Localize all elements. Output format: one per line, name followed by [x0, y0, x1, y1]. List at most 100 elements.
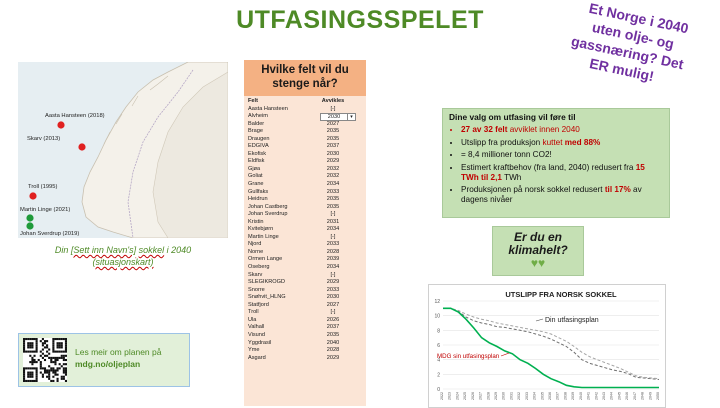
qr-code-icon[interactable]	[23, 338, 67, 382]
x-tick-label: 2023	[448, 392, 452, 400]
x-tick-label: 2031	[509, 392, 513, 400]
x-tick-label: 2047	[633, 392, 637, 400]
field-name: Oseberg	[248, 264, 270, 271]
field-name: Valhall	[248, 324, 265, 331]
qr-line1: Les meir om planen på	[75, 347, 162, 357]
phase-out-select[interactable]: 2033	[326, 286, 340, 293]
field-table: Felt Avvikles Aasta Hansteen [-] Alvheim 20…	[248, 98, 364, 362]
map-marker[interactable]	[29, 192, 37, 200]
table-row: Ekofisk 2030	[248, 151, 364, 159]
phase-out-select[interactable]: 2035	[326, 203, 340, 210]
qr-link[interactable]: mdg.no/oljeplan	[75, 359, 141, 369]
table-row: Heidrun 2035	[248, 196, 364, 204]
x-tick-label: 2032	[517, 392, 521, 400]
chevron-down-icon[interactable]: ▾	[348, 113, 356, 122]
x-tick-label: 2040	[579, 392, 583, 400]
table-row: Ula 2026	[248, 317, 364, 325]
result-text: Utslipp fra produksjon	[461, 137, 543, 147]
phase-out-select[interactable]: 2029	[326, 354, 340, 361]
table-row: Ormen Lange 2039	[248, 256, 364, 264]
phase-out-select[interactable]: 2039	[326, 256, 340, 263]
phase-out-select[interactable]: 2037	[326, 143, 340, 150]
phase-out-select[interactable]: [-]	[330, 309, 336, 316]
field-name: Alvheim	[248, 113, 268, 120]
y-tick-label: 6	[437, 343, 440, 349]
x-tick-label: 2030	[502, 392, 506, 400]
x-tick-label: 2039	[571, 392, 575, 400]
result-text: kuttet	[542, 137, 563, 147]
field-name: Skarv	[248, 271, 263, 278]
phase-out-select[interactable]: 2030	[326, 150, 340, 157]
map-field-label: Troll (1995)	[28, 184, 57, 190]
x-tick-label: 2038	[563, 392, 567, 400]
phase-out-select[interactable]: 2035	[326, 196, 340, 203]
map-marker[interactable]	[78, 143, 86, 151]
phase-out-select[interactable]: 2031	[326, 218, 340, 225]
field-name: Statfjord	[248, 301, 269, 308]
phase-out-select[interactable]: 2028	[326, 248, 340, 255]
x-tick-label: 2025	[463, 392, 467, 400]
field-name: Snøhvit_HLNG	[248, 294, 286, 301]
table-row: Snorre 2033	[248, 287, 364, 295]
phase-out-select[interactable]: 2032	[326, 173, 340, 180]
qr-text: Les meir om planen på mdg.no/oljeplan	[75, 346, 161, 370]
phase-out-select[interactable]: 2029	[326, 279, 340, 286]
result-text: 15 TWh til 2,1	[461, 162, 645, 182]
phase-out-select[interactable]: 2034	[326, 264, 340, 271]
x-tick-label: 2050	[656, 392, 660, 400]
x-tick-label: 2035	[540, 392, 544, 400]
table-row: Kristin 2031	[248, 219, 364, 227]
phase-out-select[interactable]: [-]	[330, 105, 336, 112]
climate-question: Er du en klimahelt?	[508, 230, 568, 257]
phase-out-select[interactable]: [-]	[330, 211, 336, 218]
map-field-label: Martin Linge (2021)	[20, 207, 70, 213]
phase-out-select[interactable]: 2035	[326, 331, 340, 338]
result-text: til 17%	[604, 185, 631, 194]
field-name: Brage	[248, 128, 263, 135]
phase-out-select[interactable]: [-]	[330, 233, 336, 240]
phase-out-select[interactable]: 2040	[326, 339, 340, 346]
field-name: Johan Castberg	[248, 203, 288, 210]
phase-out-select[interactable]: 2027	[326, 301, 340, 308]
field-name: Yggdrasil	[248, 339, 272, 346]
phase-out-select[interactable]: 2035	[326, 135, 340, 142]
x-tick-label: 2027	[479, 392, 483, 400]
phase-out-select[interactable]: 2033	[326, 188, 340, 195]
caption-suffix: i 2040	[164, 245, 192, 255]
phase-out-select[interactable]: 2029	[326, 158, 340, 165]
map-marker[interactable]	[57, 121, 65, 129]
phase-out-select[interactable]: 2037	[326, 324, 340, 331]
phase-out-select[interactable]: 2028	[326, 347, 340, 354]
x-tick-label: 2042	[594, 392, 598, 400]
table-row: Johan Sverdrup [-]	[248, 211, 364, 219]
phase-out-select[interactable]: 2030	[326, 294, 340, 301]
field-name: Njord	[248, 241, 262, 248]
phase-out-select[interactable]: 2026	[326, 316, 340, 323]
phase-out-select[interactable]: 2034	[326, 181, 340, 188]
situation-map[interactable]: Aasta Hansteen (2018) Skarv (2013) Troll…	[18, 62, 228, 238]
phase-out-select[interactable]: 2030	[320, 113, 348, 122]
caption-link[interactable]: sokkel	[138, 245, 165, 255]
map-marker[interactable]	[26, 214, 34, 222]
phase-out-select[interactable]: [-]	[330, 271, 336, 278]
table-row: Grane 2034	[248, 181, 364, 189]
map-field-label: Johan Sverdrup (2019)	[20, 231, 79, 237]
map-marker[interactable]	[26, 222, 34, 230]
x-tick-label: 2044	[610, 392, 614, 400]
phase-out-select[interactable]: 2032	[326, 165, 340, 172]
field-name: Gullfaks	[248, 188, 269, 195]
x-tick-label: 2034	[533, 392, 537, 400]
table-row: Yggdrasil 2040	[248, 340, 364, 348]
y-tick-label: 0	[437, 387, 440, 393]
caption-name: [Sett inn Navn's]	[70, 245, 137, 255]
phase-out-select[interactable]: 2033	[326, 241, 340, 248]
table-header-row: Felt Avvikles	[248, 98, 364, 106]
phase-out-select[interactable]: 2034	[326, 226, 340, 233]
field-name: Snorre	[248, 286, 265, 293]
phase-out-select[interactable]: 2027	[326, 120, 340, 127]
result-item: Utslipp fra produksjon kuttet med 88%	[461, 138, 663, 148]
x-tick-label: 2024	[455, 392, 459, 400]
table-row: Johan Castberg 2035	[248, 204, 364, 212]
field-name: Ormen Lange	[248, 256, 283, 263]
phase-out-select[interactable]: 2035	[326, 128, 340, 135]
